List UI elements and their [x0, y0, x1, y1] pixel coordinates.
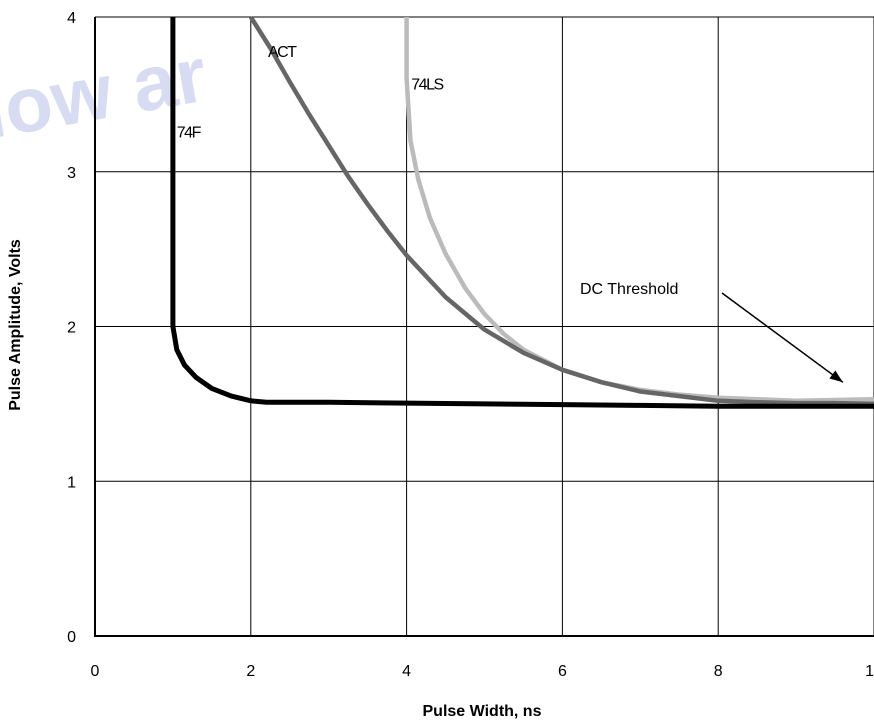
x-axis-title: Pulse Width, ns	[423, 703, 542, 720]
y-tick-label: 1	[67, 474, 76, 491]
series-line-74f	[170, 17, 874, 409]
x-tick-label: 4	[402, 663, 411, 680]
series-line-act	[248, 15, 874, 407]
annotation-arrow-line	[721, 292, 844, 383]
x-tick-label: 2	[246, 663, 255, 680]
x-tick-label: 6	[558, 663, 567, 680]
grid	[95, 16, 874, 636]
y-tick-label: 2	[67, 320, 76, 337]
x-tick-label: 8	[714, 663, 723, 680]
x-tick-label: 10	[865, 663, 874, 680]
curve-label-act: ACT	[268, 44, 297, 61]
annotation: DC Threshold	[580, 281, 844, 383]
annotation-arrow-head	[829, 370, 843, 383]
y-axis-title: Pulse Amplitude, Volts	[7, 239, 24, 411]
series-line-74ls	[404, 17, 874, 404]
series-lines	[170, 15, 874, 409]
annotation-text: DC Threshold	[580, 281, 678, 298]
y-tick-label: 0	[67, 629, 76, 646]
axes	[94, 17, 874, 637]
tick-labels: 0 2 4 6 8 10 0 1 2 3 4	[67, 10, 874, 680]
y-tick-label: 4	[67, 10, 76, 27]
curve-label-74ls: 74LS	[411, 77, 443, 94]
x-tick-label: 0	[91, 663, 100, 680]
curve-labels: 74F ACT 74LS	[177, 44, 445, 142]
curve-label-74f: 74F	[177, 125, 202, 142]
y-tick-label: 3	[67, 165, 76, 182]
